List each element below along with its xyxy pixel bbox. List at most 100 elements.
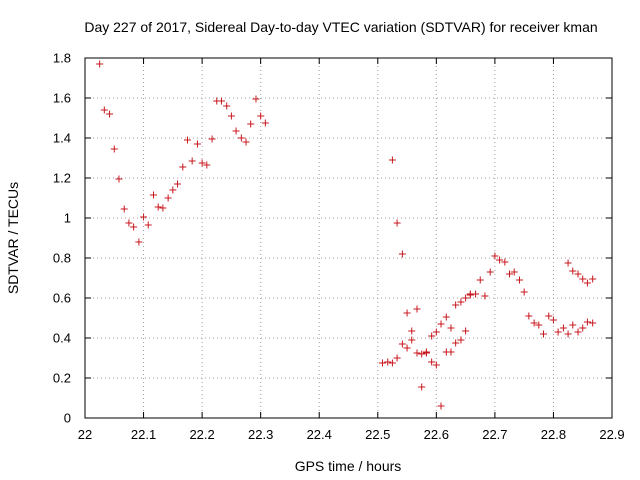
- data-point: [432, 328, 440, 336]
- plot-frame: [84, 57, 613, 419]
- data-point: [554, 328, 562, 336]
- data-point: [579, 324, 587, 332]
- data-point: [447, 348, 455, 356]
- data-point: [393, 354, 401, 362]
- y-tick-label: 1.2: [53, 171, 71, 186]
- data-point: [115, 175, 123, 183]
- data-point: [388, 359, 396, 367]
- y-tick-label: 1.6: [53, 91, 71, 106]
- x-tick-label: 22.1: [131, 427, 156, 442]
- data-point: [486, 268, 494, 276]
- data-point: [515, 276, 523, 284]
- data-point: [501, 258, 509, 266]
- data-point: [574, 328, 582, 336]
- data-point: [432, 361, 440, 369]
- data-point: [408, 327, 416, 335]
- data-point: [403, 309, 411, 317]
- data-point: [174, 180, 182, 188]
- y-tick-label: 0.2: [53, 371, 71, 386]
- data-point: [135, 238, 143, 246]
- data-point: [193, 140, 201, 148]
- data-point: [261, 119, 269, 127]
- data-point: [447, 324, 455, 332]
- data-point: [393, 219, 401, 227]
- data-point: [159, 204, 167, 212]
- data-point: [428, 358, 436, 366]
- data-point: [583, 318, 591, 326]
- data-point: [257, 112, 265, 120]
- data-point: [398, 250, 406, 258]
- x-tick-label: 22.7: [482, 427, 507, 442]
- data-point: [106, 110, 114, 118]
- data-point: [140, 213, 148, 221]
- data-point: [476, 276, 484, 284]
- data-point: [535, 321, 543, 329]
- data-point: [384, 358, 392, 366]
- data-point: [481, 292, 489, 300]
- data-point: [564, 259, 572, 267]
- data-point: [530, 319, 538, 327]
- data-point: [437, 402, 445, 410]
- data-point: [154, 203, 162, 211]
- data-point: [378, 359, 386, 367]
- grid-lines: [85, 58, 612, 418]
- data-point: [564, 330, 572, 338]
- data-point: [242, 138, 250, 146]
- data-point: [428, 332, 436, 340]
- data-point: [452, 301, 460, 309]
- data-point: [96, 60, 104, 68]
- data-point: [520, 288, 528, 296]
- x-tick-label: 22.4: [307, 427, 332, 442]
- data-point: [510, 268, 518, 276]
- data-point: [466, 290, 474, 298]
- data-point: [198, 159, 206, 167]
- y-axis-label: SDTVAR / TECUs: [5, 182, 21, 294]
- data-point: [413, 305, 421, 313]
- data-point: [223, 102, 231, 110]
- data-point: [164, 194, 172, 202]
- y-tick-labels: 0 0.2 0.4 0.6 0.8 1 1.2 1.4 1.6 1.8: [53, 51, 71, 426]
- data-point: [569, 321, 577, 329]
- data-point: [491, 252, 499, 260]
- y-tick-label: 0.8: [53, 251, 71, 266]
- data-point: [217, 97, 225, 105]
- data-point: [130, 223, 138, 231]
- data-point: [150, 191, 158, 199]
- x-tick-label: 22: [78, 427, 92, 442]
- data-point: [539, 330, 547, 338]
- data-point: [579, 275, 587, 283]
- x-tick-labels: 22 22.1 22.2 22.3 22.4 22.5 22.6 22.7 22.8 22.9: [78, 427, 625, 442]
- data-point: [574, 270, 582, 278]
- data-point: [208, 135, 216, 143]
- data-point: [227, 112, 235, 120]
- data-point: [583, 279, 591, 287]
- x-tick-label: 22.3: [248, 427, 273, 442]
- data-point: [549, 316, 557, 324]
- data-point: [403, 344, 411, 352]
- data-point: [457, 298, 465, 306]
- data-point: [388, 156, 396, 164]
- data-point: [589, 319, 597, 327]
- data-point: [183, 136, 191, 144]
- data-point: [506, 270, 514, 278]
- data-point: [422, 348, 430, 356]
- x-tick-label: 22.2: [189, 427, 214, 442]
- data-point: [100, 106, 108, 114]
- data-point: [247, 120, 255, 128]
- data-point: [110, 145, 118, 153]
- data-point: [437, 320, 445, 328]
- data-point: [418, 383, 426, 391]
- y-tick-label: 0.4: [53, 331, 71, 346]
- data-point: [462, 327, 470, 335]
- data-point: [144, 221, 152, 229]
- axis-ticks: [84, 57, 613, 419]
- data-point: [120, 205, 128, 213]
- data-point: [232, 127, 240, 135]
- y-tick-label: 0.6: [53, 291, 71, 306]
- data-point: [237, 134, 245, 142]
- data-point: [408, 336, 416, 344]
- data-point: [125, 219, 133, 227]
- data-point: [462, 294, 470, 302]
- data-point: [418, 350, 426, 358]
